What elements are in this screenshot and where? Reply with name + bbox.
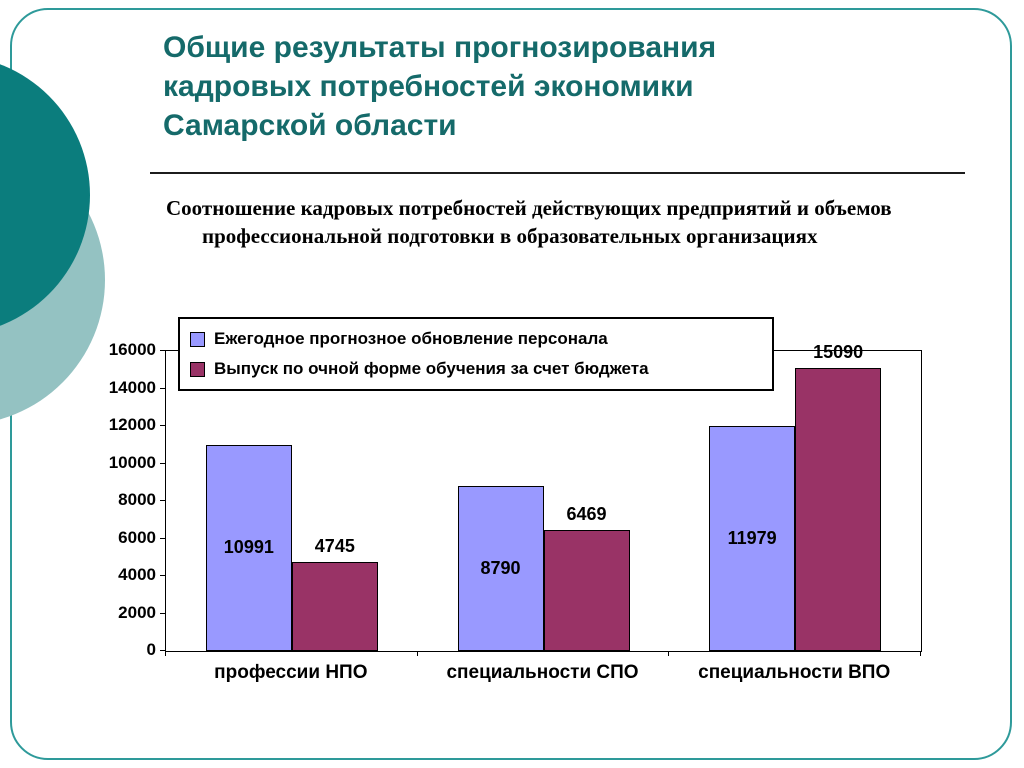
legend-swatch-series1 bbox=[190, 331, 205, 347]
chart-legend: Ежегодное прогнозное обновление персонал… bbox=[178, 317, 774, 391]
x-tick-mark bbox=[416, 651, 418, 656]
bar-series1-group3 bbox=[709, 426, 796, 651]
bar-value-label: 11979 bbox=[727, 527, 777, 548]
y-tick-label: 4000 bbox=[118, 565, 156, 584]
bar-series2-group2 bbox=[543, 529, 630, 651]
category-label: профессии НПО bbox=[214, 662, 368, 683]
bar-value-label: 4745 bbox=[314, 536, 355, 557]
y-tick-label: 14000 bbox=[108, 377, 156, 397]
category-label: специальности ВПО bbox=[698, 662, 891, 683]
title-divider bbox=[150, 172, 965, 174]
bar-series2-group1 bbox=[291, 562, 378, 651]
y-tick-label: 2000 bbox=[118, 602, 156, 622]
y-tick-mark bbox=[160, 575, 166, 576]
bar-value-label: 15090 bbox=[813, 342, 864, 363]
y-axis-labels: 0 2000 4000 6000 8000 10000 12000 14000 16000 bbox=[90, 310, 935, 705]
category-label: специальности СПО bbox=[446, 662, 639, 683]
y-tick-mark bbox=[160, 425, 166, 426]
y-tick-label: 10000 bbox=[108, 452, 156, 472]
bar-value-label: 6469 bbox=[566, 503, 607, 524]
bar-value-label: 8790 bbox=[480, 557, 521, 578]
bar-series2-group3 bbox=[795, 368, 882, 651]
bar-series1-group1 bbox=[205, 444, 292, 651]
y-tick-label: 0 bbox=[146, 640, 156, 659]
y-tick-label: 6000 bbox=[118, 527, 156, 547]
legend-label-series1: Ежегодное прогнозное обновление персонал… bbox=[214, 329, 608, 348]
y-tick-mark bbox=[160, 650, 166, 651]
x-axis-labels: профессии НПО специальности СПО специаль… bbox=[165, 662, 920, 684]
chart-subtitle: Соотношение кадровых потребностей действ… bbox=[166, 196, 892, 248]
y-tick-mark bbox=[160, 350, 166, 351]
legend-swatch-series2 bbox=[190, 361, 205, 377]
legend-item-series1: Ежегодное прогнозное обновление персонал… bbox=[190, 324, 772, 354]
bar-chart: 0 2000 4000 6000 8000 10000 12000 14000 16000 10… bbox=[90, 310, 935, 705]
x-tick-mark bbox=[920, 651, 921, 656]
bar-series1-group2 bbox=[457, 486, 544, 651]
y-tick-mark bbox=[160, 612, 166, 614]
legend-label-series2: Выпуск по очной форме обучения за счет б… bbox=[214, 359, 649, 378]
y-tick-mark bbox=[160, 462, 166, 464]
x-tick-mark bbox=[668, 651, 670, 656]
y-tick-mark bbox=[160, 537, 166, 539]
y-tick-label: 12000 bbox=[108, 415, 156, 434]
x-tick-mark bbox=[165, 651, 166, 656]
y-tick-mark bbox=[160, 387, 166, 389]
slide-title-line: кадровых потребностей экономики bbox=[163, 70, 694, 103]
legend-item-series2: Выпуск по очной форме обучения за счет б… bbox=[190, 354, 772, 384]
y-tick-mark bbox=[160, 500, 166, 501]
slide-title-line: Самарской области bbox=[163, 109, 457, 142]
slide-title-line: Общие результаты прогнозирования bbox=[163, 31, 717, 64]
slide-title: Общие результаты прогнозирования кадровы… bbox=[163, 28, 716, 145]
bar-value-label: 10991 bbox=[223, 536, 274, 557]
y-tick-label: 16000 bbox=[108, 340, 156, 359]
plot-area: 10991 4745 8790 6469 11979 15090 bbox=[165, 342, 922, 652]
y-tick-label: 8000 bbox=[118, 490, 156, 509]
